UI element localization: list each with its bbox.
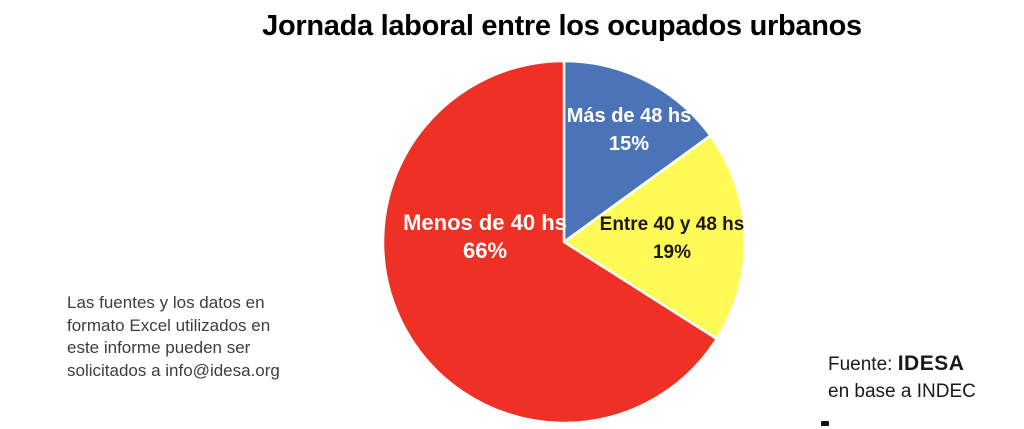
cropped-glyph-artifact xyxy=(821,421,829,426)
attribution-line1: Fuente: IDESA xyxy=(828,350,976,378)
pie-slice xyxy=(381,59,719,425)
pie-label-text: Menos de 40 hs xyxy=(403,210,567,235)
pie-slice xyxy=(562,134,747,341)
pie-label-menos-de-40-hs: Menos de 40 hs 66% xyxy=(403,209,567,265)
pie-chart: Más de 48 hs 15% Entre 40 y 48 hs 19% Me… xyxy=(381,59,747,425)
attribution-prefix: Fuente: xyxy=(828,354,898,375)
pie-slice xyxy=(562,59,712,244)
pie-svg xyxy=(381,59,747,425)
source-note-line: formato Excel utilizados en xyxy=(67,315,271,335)
pie-label-text: Más de 48 hs xyxy=(566,105,692,127)
pie-label-percent: 15% xyxy=(608,133,650,155)
pie-label-percent: 19% xyxy=(652,242,692,263)
source-note-line: este informe pueden ser xyxy=(67,338,251,357)
pie-label-percent: 66% xyxy=(462,238,508,263)
attribution-org: IDESA xyxy=(897,352,965,375)
attribution-line2: en base a INDEC xyxy=(828,381,976,402)
source-note: Las fuentes y los datos en formato Excel… xyxy=(67,292,280,382)
pie-label-mas-de-48-hs: Más de 48 hs 15% xyxy=(567,102,692,158)
source-note-line: Las fuentes y los datos en xyxy=(67,293,265,312)
source-note-line: solicitados a info@idesa.org xyxy=(67,360,280,380)
pie-label-text: Entre 40 y 48 hs xyxy=(599,214,745,235)
source-attribution: Fuente: IDESA en base a INDEC xyxy=(828,350,976,405)
chart-title: Jornada laboral entre los ocupados urban… xyxy=(262,10,862,42)
pie-label-entre-40-y-48-hs: Entre 40 y 48 hs 19% xyxy=(600,211,745,267)
